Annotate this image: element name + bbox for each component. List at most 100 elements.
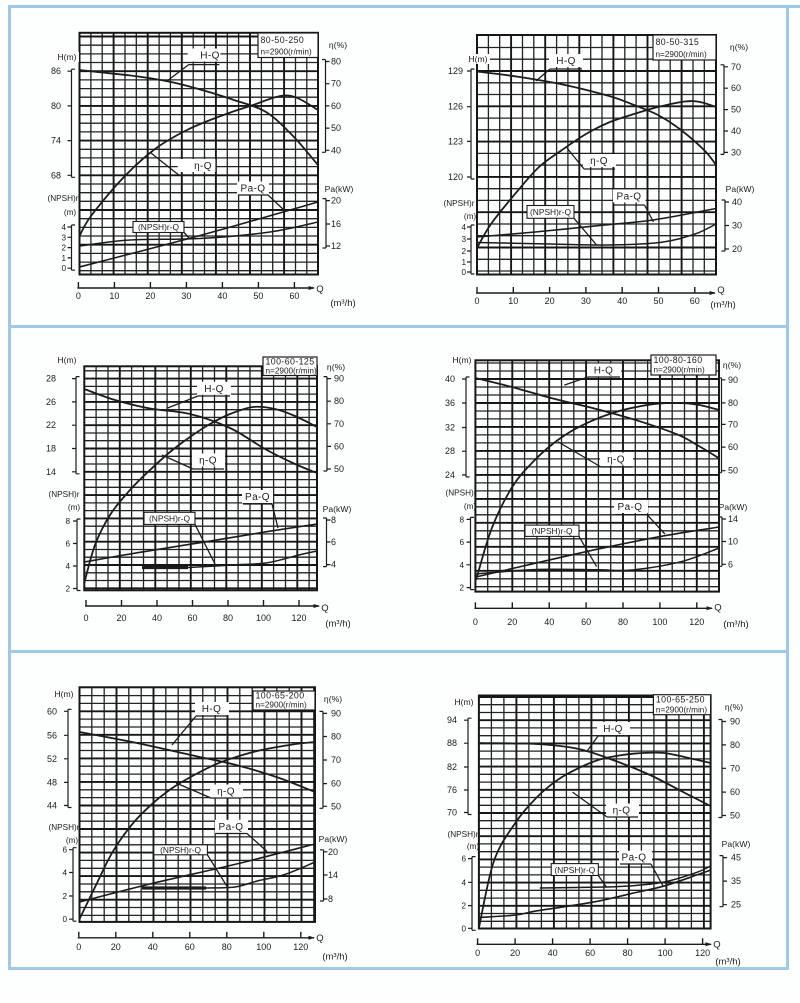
- svg-text:η-Q: η-Q: [607, 455, 625, 466]
- svg-text:η-Q: η-Q: [217, 787, 235, 798]
- svg-text:120: 120: [689, 617, 704, 627]
- svg-text:50: 50: [728, 466, 738, 476]
- svg-text:100-65-200: 100-65-200: [256, 691, 305, 701]
- svg-text:H(m): H(m): [468, 54, 487, 64]
- svg-text:40: 40: [331, 145, 341, 155]
- svg-text:(NPSH)r: (NPSH)r: [444, 199, 475, 208]
- svg-text:10: 10: [109, 291, 119, 301]
- svg-text:(NPSH)r-Q: (NPSH)r-Q: [530, 207, 571, 217]
- svg-text:70: 70: [331, 755, 341, 765]
- svg-text:Pa-Q: Pa-Q: [618, 502, 643, 513]
- svg-text:4: 4: [461, 878, 466, 887]
- svg-text:η(%): η(%): [324, 694, 342, 704]
- svg-text:80-50-315: 80-50-315: [656, 37, 700, 47]
- svg-text:40: 40: [148, 942, 158, 952]
- svg-text:126: 126: [448, 102, 463, 112]
- svg-text:60: 60: [185, 942, 195, 952]
- svg-text:20: 20: [116, 613, 126, 623]
- svg-text:0: 0: [76, 942, 81, 952]
- svg-text:56: 56: [47, 730, 57, 740]
- svg-text:0: 0: [76, 291, 81, 301]
- svg-text:4: 4: [459, 561, 464, 570]
- svg-text:Pa(kW): Pa(kW): [726, 184, 755, 194]
- svg-text:Pa-Q: Pa-Q: [241, 184, 266, 195]
- svg-text:50: 50: [334, 464, 344, 474]
- svg-text:40: 40: [548, 948, 558, 958]
- svg-text:Q: Q: [714, 603, 721, 614]
- svg-text:100: 100: [658, 948, 673, 958]
- svg-text:(m³/h): (m³/h): [723, 619, 748, 630]
- svg-text:Q: Q: [316, 933, 323, 944]
- svg-text:90: 90: [331, 708, 341, 718]
- svg-text:H-Q: H-Q: [204, 384, 224, 395]
- svg-text:Q: Q: [316, 284, 323, 295]
- svg-text:20: 20: [507, 617, 517, 627]
- svg-text:40: 40: [732, 197, 742, 207]
- svg-text:20: 20: [111, 942, 121, 952]
- svg-text:28: 28: [445, 446, 455, 456]
- svg-text:70: 70: [334, 419, 344, 429]
- svg-text:90: 90: [730, 717, 740, 727]
- svg-text:8: 8: [65, 517, 70, 526]
- svg-text:(NPSH)r: (NPSH)r: [448, 830, 479, 839]
- svg-text:(NPSH)r-Q: (NPSH)r-Q: [160, 845, 201, 855]
- svg-text:60: 60: [581, 617, 591, 627]
- svg-text:80: 80: [331, 57, 341, 67]
- svg-text:80: 80: [331, 732, 341, 742]
- svg-text:8: 8: [328, 894, 333, 904]
- svg-text:(m): (m): [64, 208, 77, 217]
- svg-text:40: 40: [445, 374, 455, 384]
- svg-text:η(%): η(%): [723, 360, 741, 370]
- svg-text:Q: Q: [321, 603, 328, 614]
- svg-text:88: 88: [447, 738, 457, 748]
- svg-text:20: 20: [510, 948, 520, 958]
- svg-text:129: 129: [448, 66, 463, 76]
- svg-text:60: 60: [334, 441, 344, 451]
- svg-text:35: 35: [731, 876, 741, 886]
- svg-text:20: 20: [545, 296, 555, 306]
- svg-text:4: 4: [461, 223, 466, 232]
- svg-text:44: 44: [47, 801, 57, 811]
- svg-text:76: 76: [447, 785, 457, 795]
- svg-text:22: 22: [46, 420, 56, 430]
- svg-text:η-Q: η-Q: [199, 456, 217, 467]
- svg-text:80: 80: [623, 948, 633, 958]
- svg-text:60: 60: [585, 948, 595, 958]
- svg-text:20: 20: [328, 847, 338, 857]
- svg-text:25: 25: [731, 900, 741, 910]
- svg-text:H(m): H(m): [57, 52, 76, 62]
- svg-text:60: 60: [331, 779, 341, 789]
- svg-text:(NPSH)r-Q: (NPSH)r-Q: [532, 526, 573, 536]
- svg-text:η(%): η(%): [327, 362, 345, 372]
- svg-text:36: 36: [445, 398, 455, 408]
- svg-text:(NPSH)r-Q: (NPSH)r-Q: [138, 222, 179, 232]
- svg-text:η(%): η(%): [329, 40, 347, 50]
- svg-text:70: 70: [730, 763, 740, 773]
- svg-text:50: 50: [253, 291, 263, 301]
- svg-text:(m): (m): [467, 842, 480, 851]
- svg-text:6: 6: [65, 540, 70, 549]
- svg-text:2: 2: [459, 584, 464, 593]
- svg-text:14: 14: [728, 514, 738, 524]
- svg-text:H-Q: H-Q: [594, 366, 614, 377]
- svg-text:32: 32: [445, 423, 455, 433]
- svg-text:6: 6: [728, 559, 733, 569]
- svg-text:H-Q: H-Q: [556, 56, 576, 67]
- svg-text:80: 80: [730, 740, 740, 750]
- svg-text:82: 82: [447, 762, 457, 772]
- svg-text:6: 6: [331, 537, 336, 547]
- svg-text:80-50-250: 80-50-250: [261, 35, 305, 45]
- svg-text:60: 60: [289, 291, 299, 301]
- svg-text:8: 8: [459, 515, 464, 524]
- svg-text:0: 0: [461, 924, 466, 933]
- svg-text:0: 0: [461, 268, 466, 277]
- svg-text:1: 1: [461, 258, 466, 267]
- svg-text:η-Q: η-Q: [194, 161, 212, 172]
- svg-text:0: 0: [475, 948, 480, 958]
- svg-text:0: 0: [473, 617, 478, 627]
- svg-text:10: 10: [508, 296, 518, 306]
- svg-text:6: 6: [459, 538, 464, 547]
- svg-text:(m³/h): (m³/h): [322, 952, 347, 963]
- svg-text:(m³/h): (m³/h): [325, 619, 350, 630]
- svg-text:18: 18: [46, 444, 56, 454]
